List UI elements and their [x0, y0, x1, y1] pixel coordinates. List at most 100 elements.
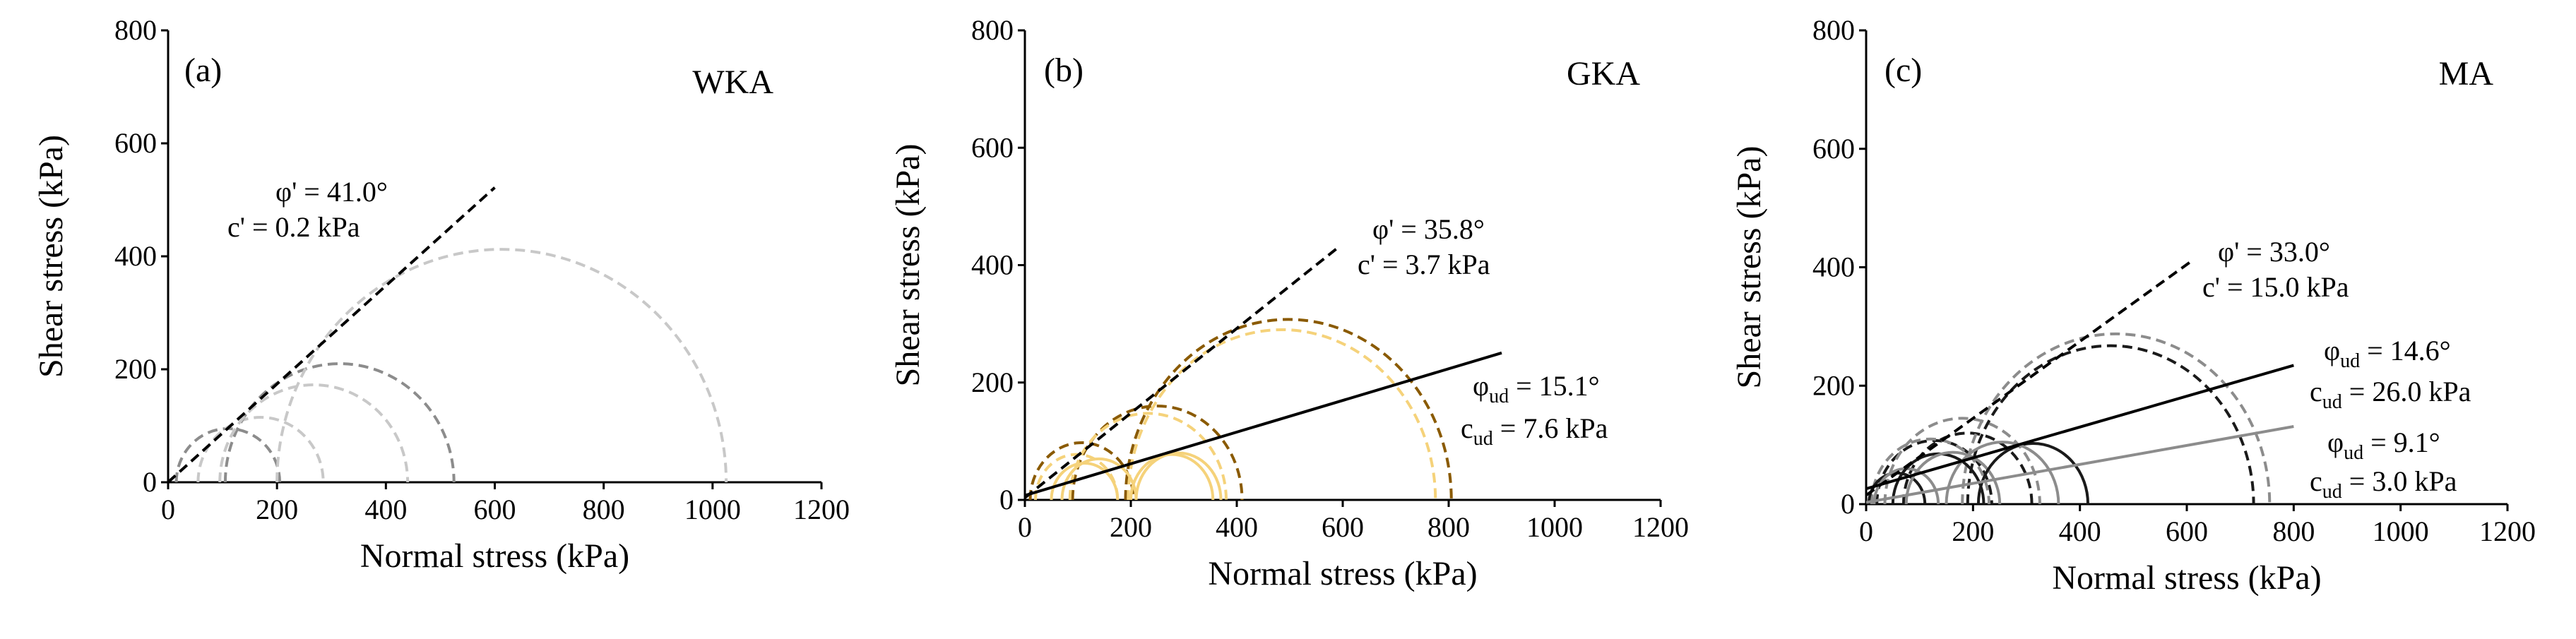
mohr-circle	[1068, 412, 1228, 500]
y-tick-label: 800	[971, 14, 1014, 46]
x-axis-title: Normal stress (kPa)	[2052, 559, 2321, 597]
panel-label: (c)	[1884, 52, 1922, 89]
y-axis-title: Shear stress (kPa)	[889, 144, 927, 387]
plot-area	[1866, 259, 2294, 504]
mohr-circle	[174, 427, 282, 482]
x-tick-label: 0	[1018, 511, 1032, 543]
y-tick-label: 600	[971, 131, 1014, 163]
panel-a: 0 200 400 600 800 1000 1200 0 200 400 600 800 Normal…	[32, 14, 850, 575]
effective-envelope-line	[1025, 246, 1339, 499]
plot-area	[1025, 246, 1502, 500]
y-tick-label: 600	[1812, 133, 1855, 165]
mohr-circle	[1883, 417, 2041, 504]
y-tick-label: 400	[114, 240, 157, 272]
mohr-circle	[1134, 451, 1223, 500]
y-tick-label: 200	[971, 366, 1014, 398]
x-tick-label: 600	[2166, 515, 2208, 547]
mohr-circle	[1901, 431, 2034, 504]
envelope-phi-label: φ' = 33.0°	[2218, 236, 2330, 268]
phi-subscript: ud	[2344, 442, 2363, 464]
y-tick-label: 0	[999, 484, 1014, 515]
x-tick-label: 0	[161, 494, 175, 525]
phi-value: = 15.1°	[1509, 370, 1600, 402]
x-tick-label: 600	[1322, 511, 1364, 543]
panel-c: 0 200 400 600 800 1000 1200 0 200 400 600 800 Normal…	[1731, 14, 2536, 597]
mohr-circle	[223, 362, 456, 482]
x-tick-label: 1000	[684, 494, 741, 525]
c-symbol: c	[1461, 412, 1473, 444]
phi-value: = 14.6°	[2360, 335, 2451, 366]
material-label: WKA	[692, 64, 773, 101]
c-value: = 26.0 kPa	[2342, 376, 2471, 407]
effective-envelope-line	[1866, 259, 2193, 497]
material-label: GKA	[1567, 55, 1640, 92]
x-tick-label: 200	[1952, 515, 1994, 547]
c-symbol: c	[2310, 376, 2322, 407]
mohr-circle	[277, 249, 726, 482]
x-tick-label: 800	[2272, 515, 2315, 547]
plot-area	[168, 186, 726, 482]
x-tick-label: 400	[1216, 511, 1258, 543]
mohr-circle	[1904, 450, 2002, 504]
y-axis-title: Shear stress (kPa)	[32, 135, 70, 378]
x-tick-label: 800	[1428, 511, 1470, 543]
mohr-circle	[1870, 438, 1991, 504]
phi-symbol: φ	[2327, 426, 2344, 458]
phi-value: = 9.1°	[2363, 426, 2440, 458]
mohr-circle	[1976, 442, 2090, 504]
c-value: = 7.6 kPa	[1493, 412, 1608, 444]
mohr-circle	[1124, 318, 1453, 500]
x-tick-label: 1000	[2373, 515, 2429, 547]
phi-symbol: φ	[2324, 335, 2340, 366]
y-tick-label: 800	[1812, 14, 1855, 46]
x-tick-label: 1200	[793, 494, 850, 525]
x-tick-label: 1200	[1632, 511, 1689, 543]
mohr-circle	[1962, 334, 2269, 504]
y-tick-label: 800	[114, 14, 157, 46]
undrained-envelope-line	[1866, 425, 2294, 504]
y-tick-label: 200	[114, 353, 157, 385]
phi-subscript: ud	[2340, 350, 2360, 372]
mohr-circle	[1127, 328, 1437, 500]
y-axis-title: Shear stress (kPa)	[1731, 146, 1768, 389]
x-axis-title: Normal stress (kPa)	[360, 537, 629, 575]
mohr-circle	[1034, 453, 1120, 500]
envelope-cohesion-label: cud = 3.0 kPa	[2310, 465, 2457, 503]
c-symbol: c	[2310, 465, 2322, 497]
mohr-circle	[1071, 405, 1244, 500]
y-tick-label: 0	[143, 466, 157, 498]
envelope-phi-label: φud = 14.6°	[2324, 335, 2451, 372]
material-label: MA	[2439, 55, 2494, 92]
c-value: = 3.0 kPa	[2342, 465, 2457, 497]
x-axis-title: Normal stress (kPa)	[1208, 555, 1477, 592]
y-tick-label: 400	[1812, 251, 1855, 283]
envelope-cohesion-label: cud = 7.6 kPa	[1461, 412, 1608, 450]
x-tick-label: 1200	[2479, 515, 2536, 547]
envelope-phi-label: φud = 9.1°	[2327, 426, 2440, 464]
undrained-envelope-line	[1025, 351, 1502, 497]
x-tick-label: 1000	[1526, 511, 1583, 543]
x-tick-label: 600	[474, 494, 516, 525]
c-subscript: ud	[1473, 428, 1493, 450]
envelope-phi-label: φ' = 35.8°	[1372, 213, 1485, 245]
mohr-circle	[1945, 440, 2060, 504]
phi-symbol: φ	[1473, 370, 1489, 402]
phi-subscript: ud	[1489, 386, 1509, 407]
x-tick-label: 400	[2059, 515, 2101, 547]
undrained-envelope-line	[1866, 364, 2294, 491]
panel-label: (b)	[1044, 52, 1084, 89]
x-tick-label: 0	[1859, 515, 1873, 547]
y-tick-label: 400	[971, 249, 1014, 281]
envelope-phi-label: φud = 15.1°	[1473, 370, 1600, 407]
y-tick-label: 0	[1841, 488, 1855, 520]
envelope-cohesion-label: cud = 26.0 kPa	[2310, 376, 2471, 413]
c-subscript: ud	[2322, 391, 2342, 413]
mohr-circle	[218, 383, 410, 482]
panel-label: (a)	[184, 52, 222, 89]
x-tick-label: 200	[1110, 511, 1152, 543]
mohr-circle	[196, 416, 325, 482]
x-tick-label: 200	[256, 494, 298, 525]
envelope-cohesion-label: c' = 3.7 kPa	[1358, 249, 1490, 280]
